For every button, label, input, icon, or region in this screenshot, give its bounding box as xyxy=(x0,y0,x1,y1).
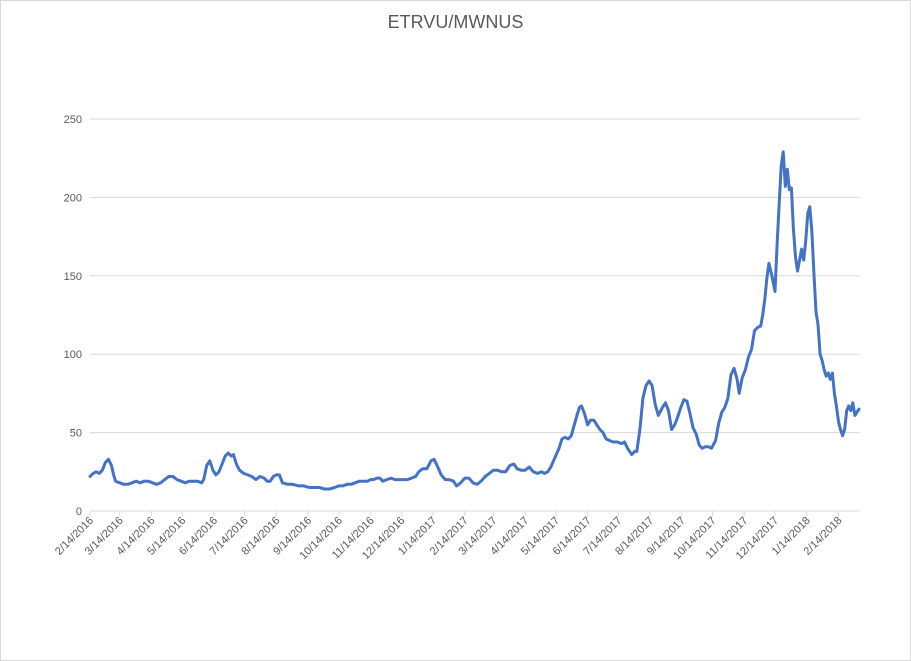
y-tick-label: 50 xyxy=(70,428,82,440)
series-line xyxy=(88,150,861,491)
y-axis-ticks: 0 50 100 150 200 250 xyxy=(64,114,82,518)
y-tick-label: 150 xyxy=(64,271,82,283)
y-tick-label: 250 xyxy=(64,114,82,126)
y-tick-label: 100 xyxy=(64,349,82,361)
series-layer xyxy=(88,150,861,491)
x-axis-ticks: 2/14/20163/14/20164/14/20165/14/20166/14… xyxy=(53,510,860,562)
y-tick-label: 0 xyxy=(76,506,82,518)
y-tick-label: 200 xyxy=(64,192,82,204)
chart-title: ETRVU/MWNUS xyxy=(387,12,524,32)
gridlines xyxy=(90,118,860,512)
